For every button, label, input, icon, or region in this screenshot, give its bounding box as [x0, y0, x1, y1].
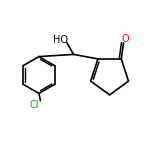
- Text: HO: HO: [53, 35, 68, 45]
- Text: Cl: Cl: [29, 100, 39, 110]
- Text: O: O: [122, 34, 129, 44]
